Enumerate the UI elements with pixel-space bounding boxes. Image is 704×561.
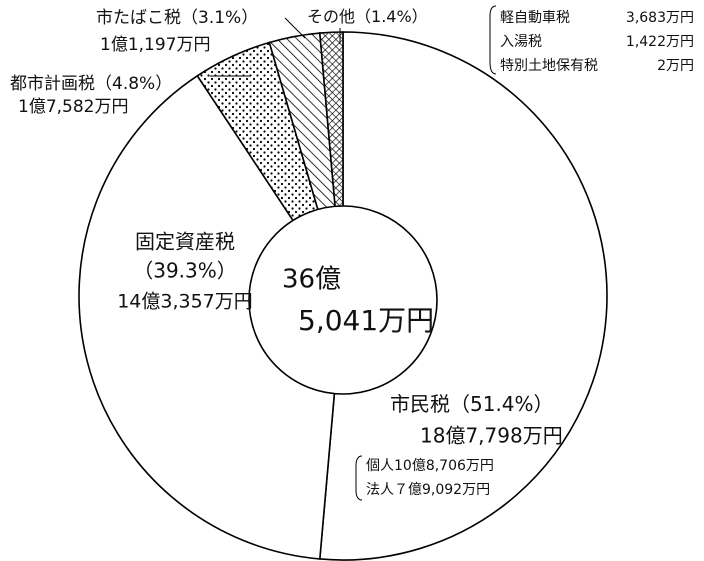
label: 1億7,582万円 — [18, 97, 128, 117]
label: （39.3%） — [133, 259, 237, 283]
label: 個人10億8,706万円 — [366, 458, 494, 474]
slice-label: 市民税（51.4%） — [390, 392, 554, 416]
total-label: 36億 — [282, 265, 341, 295]
label: 入湯税 — [500, 33, 542, 50]
total-label: 5,041万円 — [298, 304, 434, 337]
label: 1億1,197万円 — [100, 35, 210, 55]
slice-name: 市民税 — [390, 392, 450, 416]
slice-name: 市たばこ税 — [96, 8, 181, 28]
label: 2万円 — [657, 58, 694, 74]
label: 特別土地保有税 — [500, 58, 598, 74]
label: 18億7,798万円 — [420, 424, 563, 448]
slice-label: 市たばこ税（3.1%） — [96, 8, 258, 28]
label: 3,683万円 — [626, 10, 694, 26]
label: 軽自動車税 — [500, 9, 570, 26]
slice-percent: （51.4%） — [450, 392, 554, 416]
label: 14億3,357万円 — [117, 291, 253, 313]
label: 法人７億9,092万円 — [366, 482, 490, 498]
slice-percent: （4.8%） — [95, 74, 172, 94]
label: 固定資産税 — [135, 230, 235, 254]
slice-label: 都市計画税（4.8%） — [10, 74, 172, 94]
leader-line — [285, 18, 305, 38]
bracket — [490, 6, 496, 74]
chart: 36億 5,041万円市民税（51.4%） 18億7,798万円 固定資産税 （39.3… — [0, 0, 704, 561]
slice-label: その他（1.4%） — [307, 7, 428, 26]
slice-name: その他 — [307, 7, 355, 26]
slice-name: 都市計画税 — [10, 74, 95, 94]
slice-percent: （3.1%） — [181, 8, 258, 28]
label: 1,422万円 — [626, 34, 694, 50]
slice-percent: （1.4%） — [355, 7, 428, 26]
center-circle — [249, 206, 437, 394]
